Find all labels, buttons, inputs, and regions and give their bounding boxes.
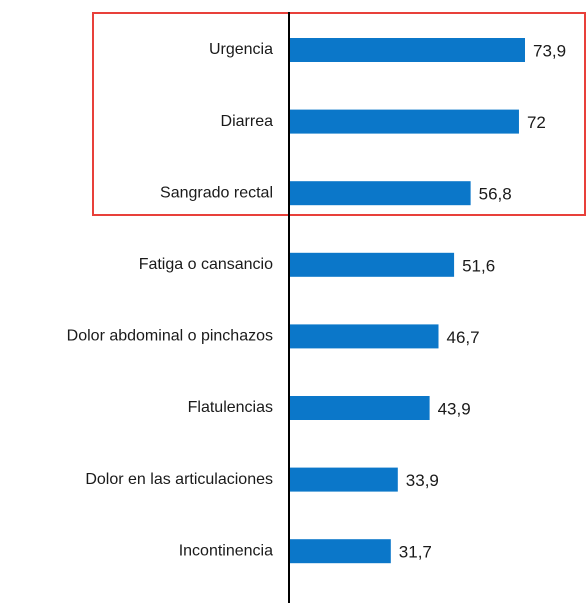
category-label: Dolor en las articulaciones (85, 471, 273, 488)
bar (290, 38, 525, 62)
value-label: 51,6 (462, 256, 495, 275)
category-label: Fatiga o cansancio (139, 256, 273, 273)
category-label: Sangrado rectal (160, 184, 273, 201)
category-label: Dolor abdominal o pinchazos (67, 328, 273, 345)
value-label: 73,9 (533, 41, 566, 60)
bar (290, 467, 398, 492)
category-label: Incontinencia (179, 542, 273, 559)
category-label: Flatulencias (188, 399, 273, 416)
value-label: 33,9 (406, 471, 439, 490)
category-label: Diarrea (221, 113, 274, 130)
bar (290, 396, 430, 420)
bar (290, 252, 455, 277)
bar (290, 539, 391, 564)
highlight-box (92, 12, 586, 216)
value-label: 56,8 (479, 185, 512, 204)
bar (290, 181, 471, 206)
bar (290, 324, 439, 349)
category-label: Urgencia (209, 41, 273, 58)
value-label: 72 (527, 113, 546, 132)
bar (290, 109, 519, 134)
value-label: 43,9 (438, 399, 471, 418)
value-label: 31,7 (399, 543, 432, 562)
value-label: 46,7 (447, 328, 480, 347)
